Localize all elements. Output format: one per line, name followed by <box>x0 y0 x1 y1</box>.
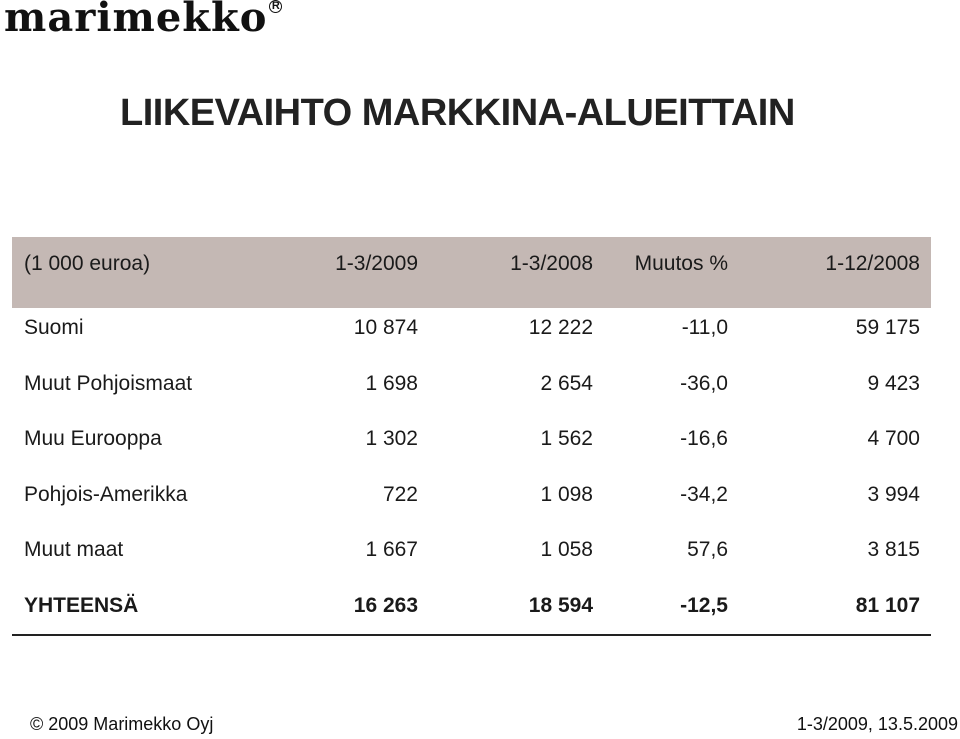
total-value: 16 263 <box>353 593 418 617</box>
cell-value: -16,6 <box>680 427 728 450</box>
row-label: Suomi <box>24 316 84 339</box>
cell-value: 59 175 <box>855 316 920 339</box>
table-row: Muut Pohjoismaat 1 698 2 654 -36,0 9 423 <box>12 364 931 420</box>
cell-value: -11,0 <box>681 316 728 339</box>
total-value: 18 594 <box>528 593 593 617</box>
cell-value: 12 222 <box>528 316 593 339</box>
cell-value: 1 302 <box>365 427 418 450</box>
logo-text: marimekko <box>4 0 268 41</box>
cell-value: 1 098 <box>540 482 593 506</box>
total-value: 81 107 <box>855 593 920 617</box>
table-row: Muut maat 1 667 1 058 57,6 3 815 <box>12 530 931 586</box>
row-label: Muu Eurooppa <box>24 427 162 450</box>
cell-value: -36,0 <box>680 371 728 395</box>
cell-value: -34,2 <box>680 482 728 506</box>
cell-value: 9 423 <box>867 371 920 395</box>
header-q1-2009: 1-3/2009 <box>335 252 418 275</box>
cell-value: 10 874 <box>353 316 418 339</box>
page-title: LIIKEVAIHTO MARKKINA-ALUEITTAIN <box>120 92 795 134</box>
cell-value: 4 700 <box>867 427 920 450</box>
cell-value: 1 058 <box>540 538 593 561</box>
table-row: Pohjois-Amerikka 722 1 098 -34,2 3 994 <box>12 475 931 531</box>
row-label: Muut Pohjoismaat <box>24 371 193 395</box>
registered-mark-icon: R <box>269 0 283 13</box>
header-unit: (1 000 euroa) <box>24 252 151 275</box>
cell-value: 1 562 <box>540 427 593 450</box>
header-change: Muutos % <box>634 252 728 275</box>
row-label: Muut maat <box>24 538 124 561</box>
cell-value: 1 698 <box>365 371 418 395</box>
marimekko-logo: marimekko R <box>4 0 283 41</box>
revenue-table: (1 000 euroa) 1-3/2009 1-3/2008 Muutos %… <box>12 237 931 636</box>
footer-date: 1-3/2009, 13.5.2009 <box>796 714 958 734</box>
footer-copyright: © 2009 Marimekko Oyj <box>30 714 214 734</box>
cell-value: 2 654 <box>540 371 593 395</box>
cell-value: 3 994 <box>867 482 920 506</box>
cell-value: 3 815 <box>867 538 920 561</box>
cell-value: 1 667 <box>365 538 418 561</box>
table-total-row: YHTEENSÄ 16 263 18 594 -12,5 81 107 <box>12 586 931 636</box>
table-row: Suomi 10 874 12 222 -11,0 59 175 <box>12 308 931 364</box>
table-row: Muu Eurooppa 1 302 1 562 -16,6 4 700 <box>12 419 931 475</box>
total-value: -12,5 <box>680 593 728 617</box>
header-q1-2008: 1-3/2008 <box>510 252 593 275</box>
total-label: YHTEENSÄ <box>24 593 139 617</box>
header-fy-2008: 1-12/2008 <box>825 252 920 275</box>
row-label: Pohjois-Amerikka <box>24 482 188 506</box>
cell-value: 722 <box>382 482 418 506</box>
table-header-row: (1 000 euroa) 1-3/2009 1-3/2008 Muutos %… <box>12 237 931 308</box>
cell-value: 57,6 <box>687 538 728 561</box>
